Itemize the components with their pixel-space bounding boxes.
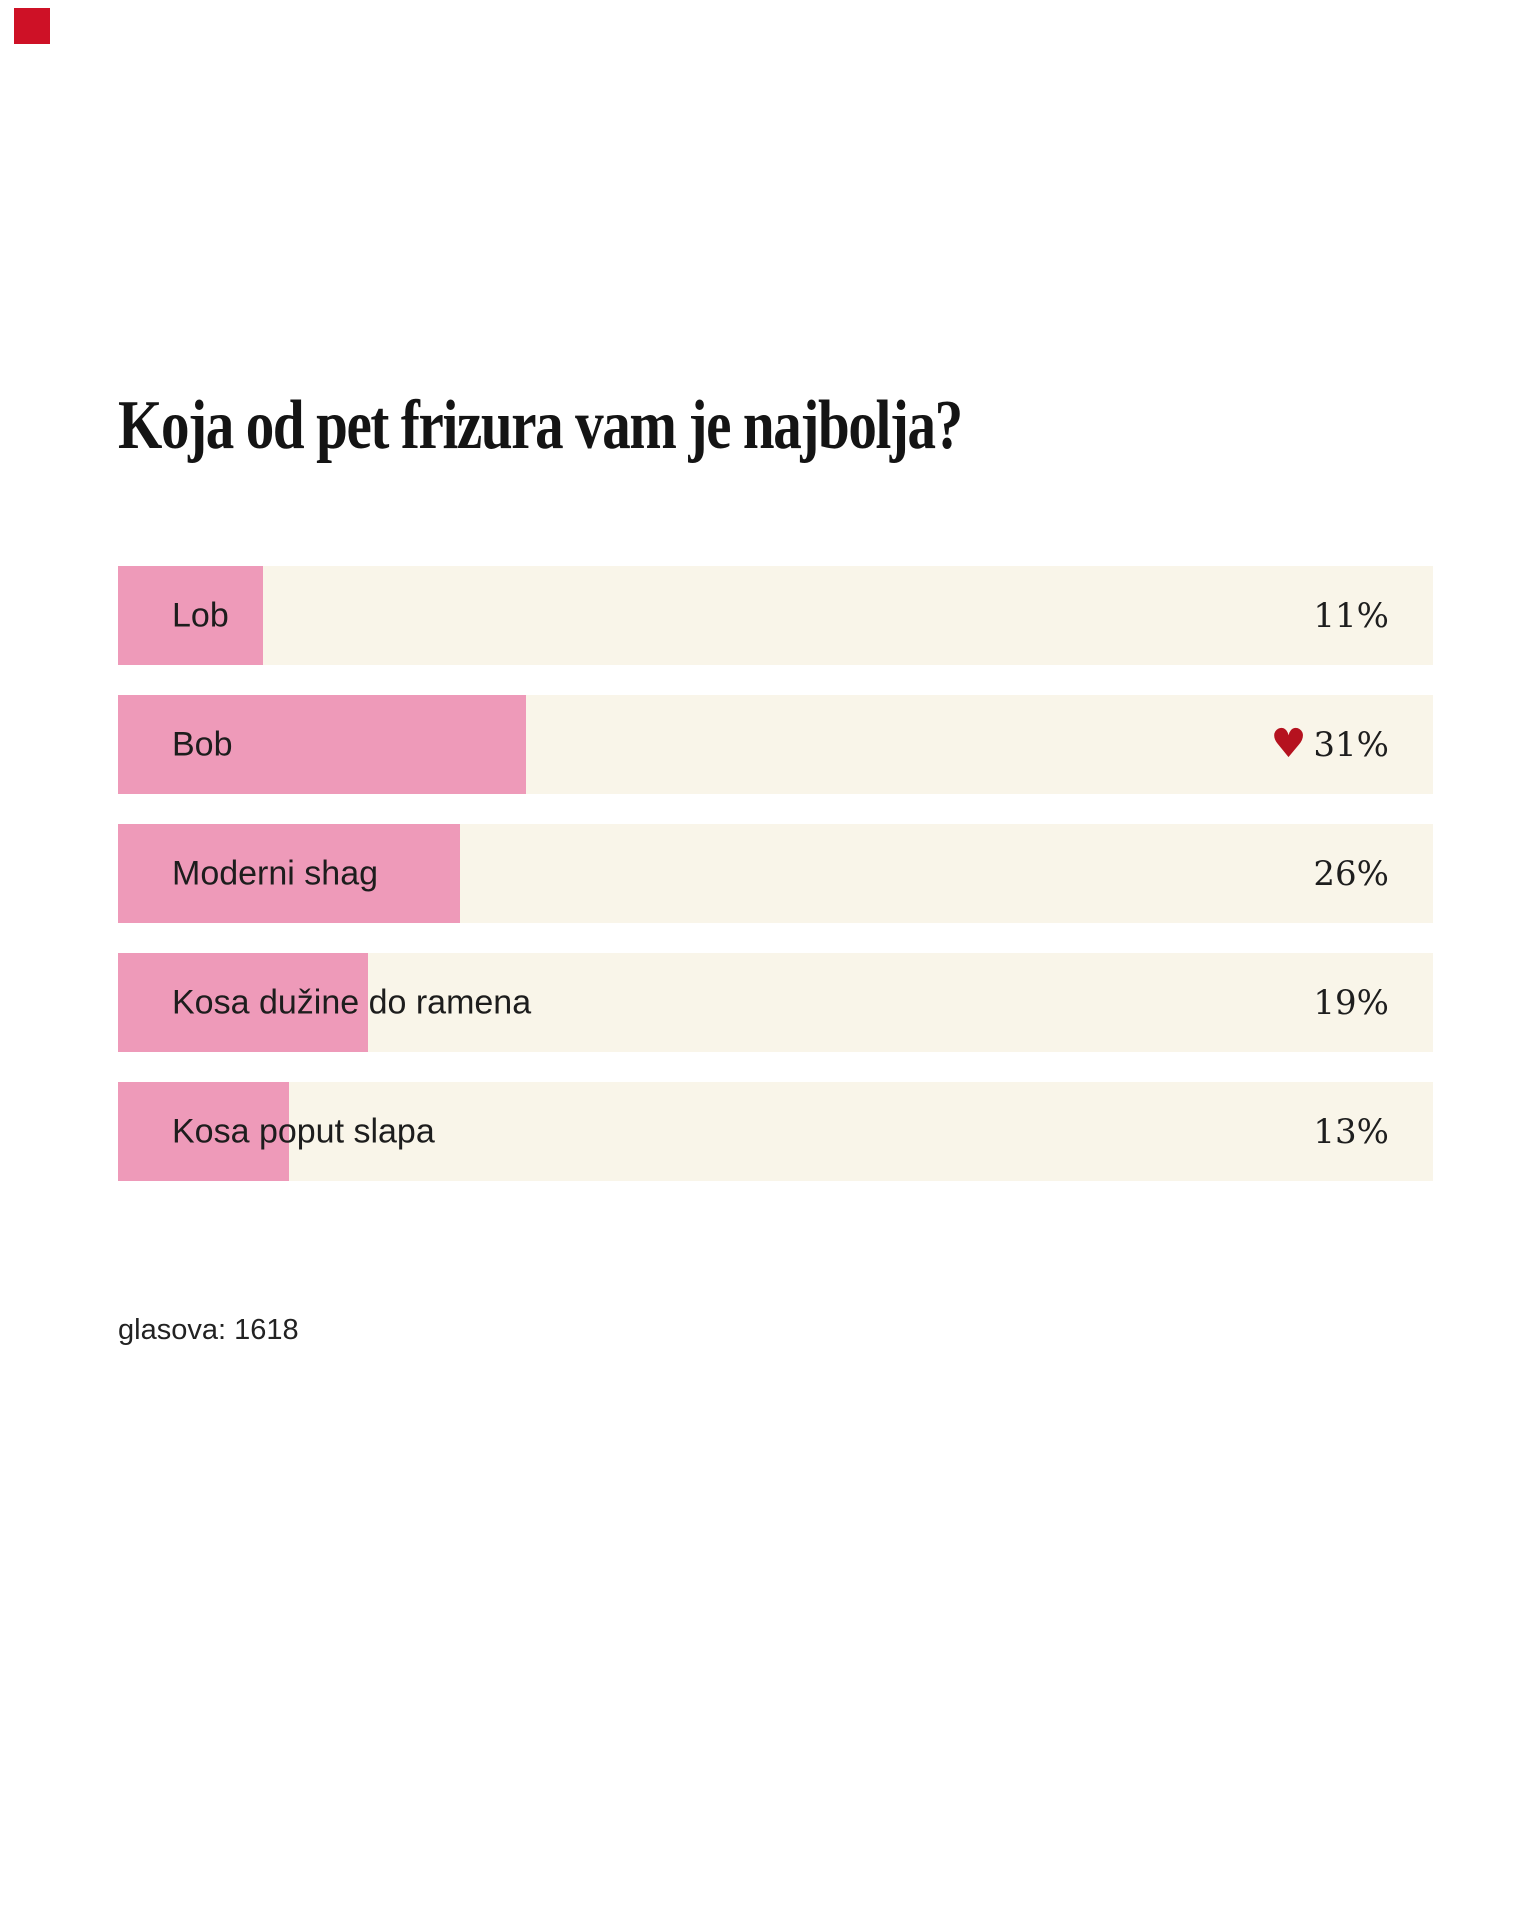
poll-option-row[interactable]: Bob ♥ 31% — [118, 695, 1433, 794]
percent-text: 31% — [1313, 724, 1389, 765]
poll-option-bar-fill — [118, 566, 263, 665]
poll-option-percent: 13% — [1313, 1112, 1389, 1152]
percent-text: 26% — [1313, 853, 1389, 894]
poll-option-label: Lob — [172, 596, 229, 634]
poll-option-row[interactable]: Kosa dužine do ramena 19% — [118, 953, 1433, 1052]
heart-icon: ♥ — [1270, 720, 1307, 767]
percent-text: 19% — [1313, 982, 1389, 1023]
poll-option-bar-fill — [118, 824, 460, 923]
poll-title: Koja od pet frizura vam je najbolja? — [118, 387, 963, 464]
poll-option-percent: 11% — [1313, 596, 1389, 636]
poll-option-label: Moderni shag — [172, 854, 379, 892]
poll-option-label: Kosa dužine do ramena — [172, 983, 532, 1021]
poll-options-list: Lob 11% Bob ♥ 31% Moderni shag 26% Kosa … — [118, 566, 1433, 1211]
percent-text: 11% — [1313, 595, 1389, 636]
total-votes: glasova: 1618 — [118, 1314, 299, 1346]
poll-option-percent: ♥ 31% — [1270, 720, 1389, 767]
red-corner-marker — [14, 8, 50, 44]
poll-option-bar-fill — [118, 1082, 289, 1181]
poll-option-bar-fill — [118, 953, 368, 1052]
percent-text: 13% — [1313, 1111, 1389, 1152]
poll-option-label: Kosa poput slapa — [172, 1112, 435, 1150]
poll-option-bar-fill — [118, 695, 526, 794]
poll-option-percent: 26% — [1313, 854, 1389, 894]
poll-option-label: Bob — [172, 725, 233, 763]
poll-option-row[interactable]: Kosa poput slapa 13% — [118, 1082, 1433, 1181]
poll-option-percent: 19% — [1313, 983, 1389, 1023]
poll-option-row[interactable]: Lob 11% — [118, 566, 1433, 665]
poll-option-row[interactable]: Moderni shag 26% — [118, 824, 1433, 923]
